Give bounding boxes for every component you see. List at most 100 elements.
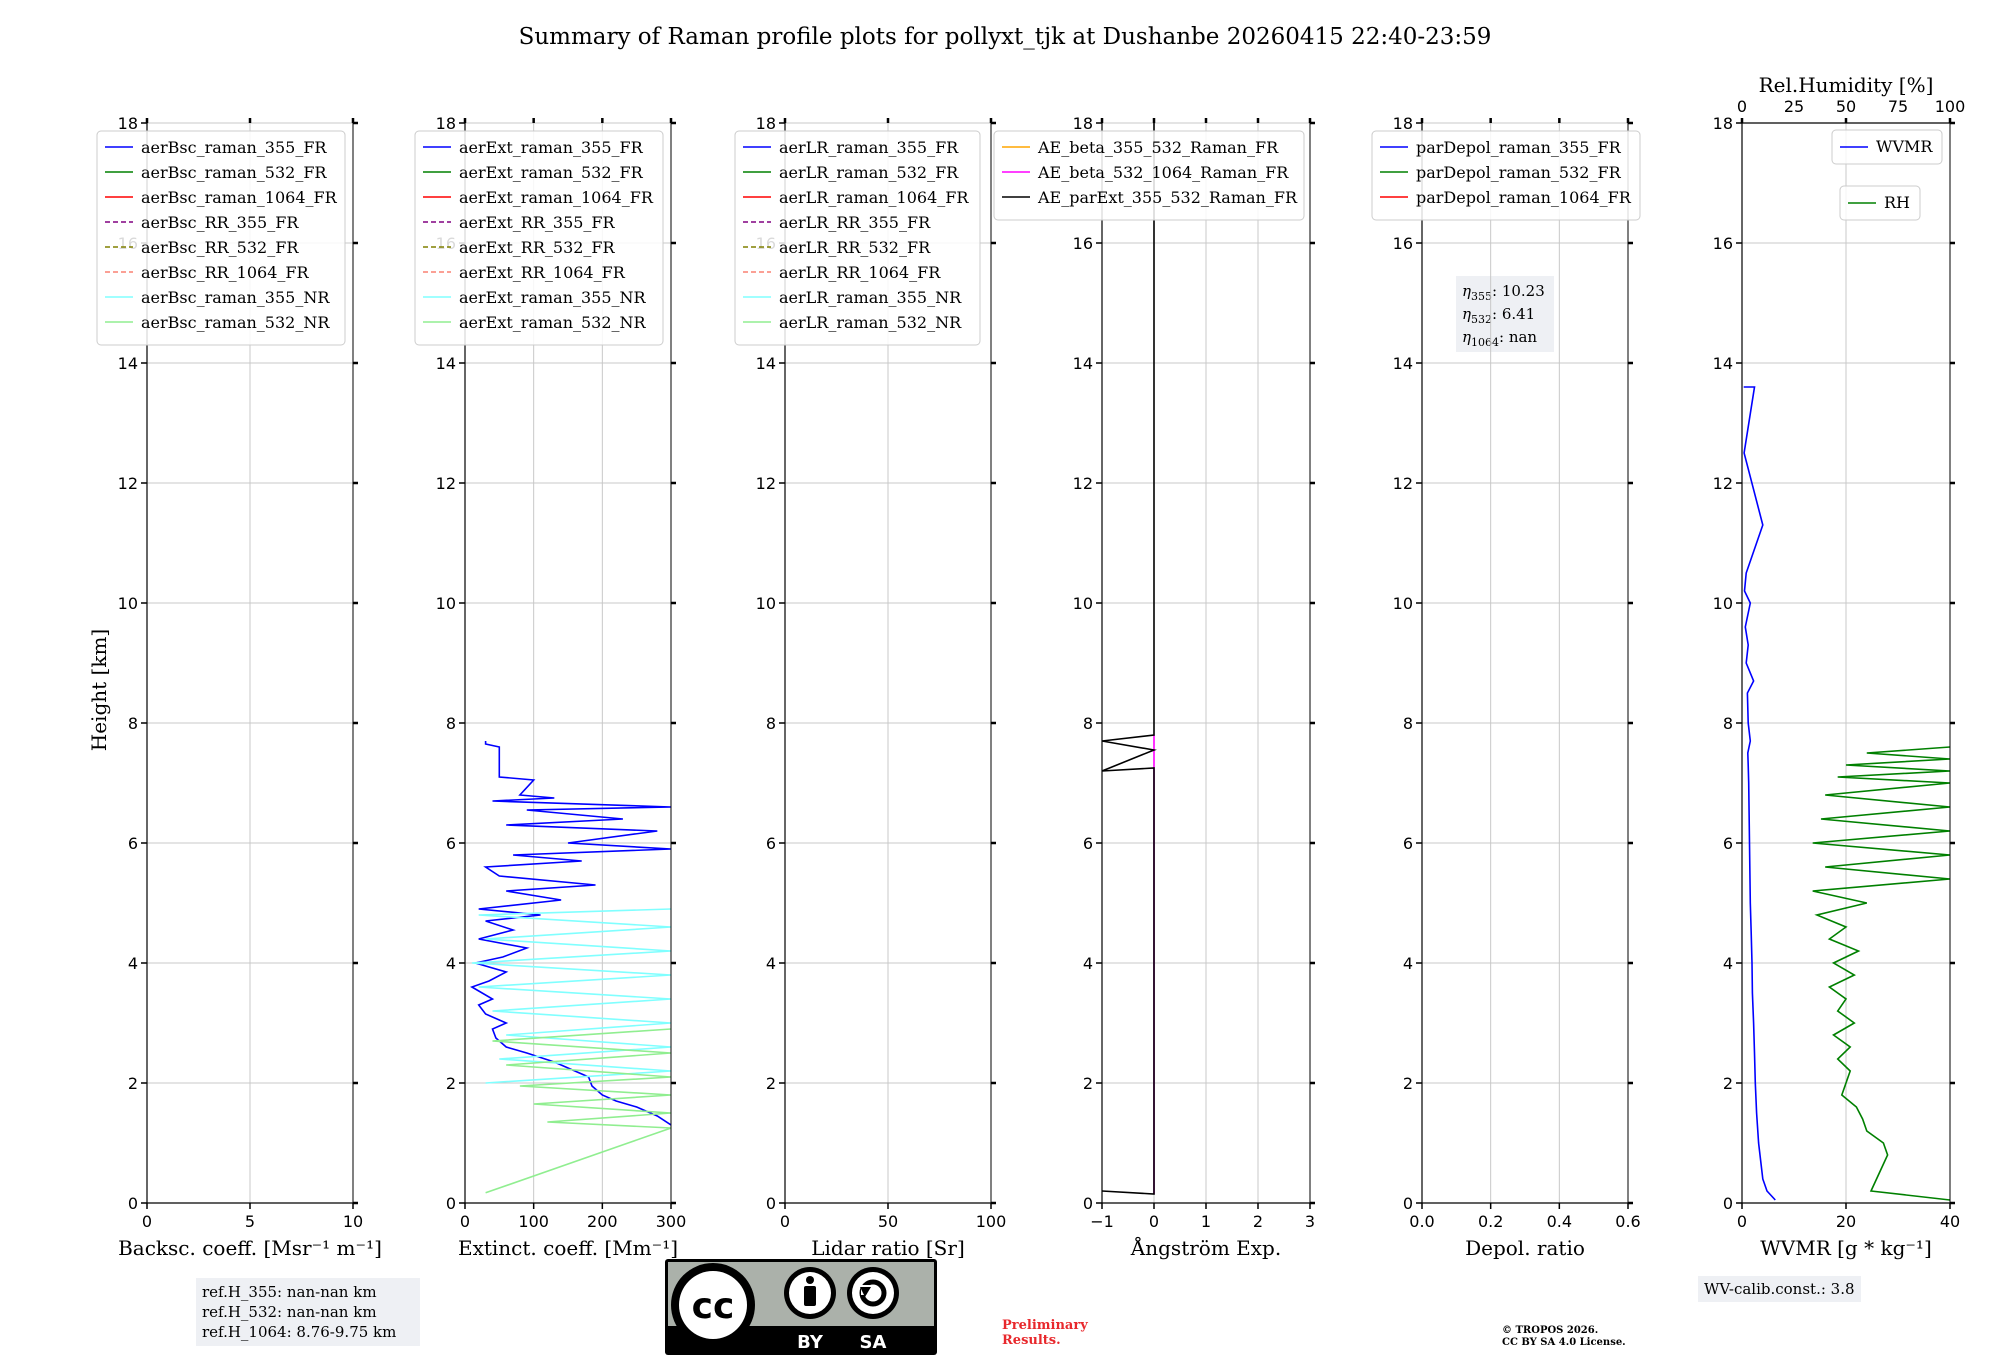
preliminary-line-2: Results. [1002,1333,1061,1348]
y-tick-label: 14 [1073,354,1093,373]
legend-label: parDepol_raman_355_FR [1416,138,1622,157]
y-tick-label: 8 [1723,714,1733,733]
y-tick-label: 6 [1083,834,1093,853]
x-tick-label: 100 [976,1212,1007,1231]
legend-rh: RH [1839,185,1921,221]
legend-wvmr: WVMR [1831,129,1943,165]
y-tick-label: 10 [756,594,776,613]
y-tick-label: 18 [1073,114,1093,133]
y-tick-label: 10 [1393,594,1413,613]
x-tick-label: 0 [142,1212,152,1231]
x2-tick-label: 75 [1888,97,1908,116]
legend-label: aerLR_RR_532_FR [779,238,931,257]
cc-by-label: BY [797,1332,824,1353]
y-tick-label: 14 [1713,354,1733,373]
x2-tick-label: 25 [1784,97,1804,116]
y-tick-label: 18 [756,114,776,133]
y-tick-label: 14 [436,354,456,373]
y-tick-label: 10 [1073,594,1093,613]
legend-frame [993,130,1305,221]
figure-title: Summary of Raman profile plots for polly… [519,24,1492,50]
legend-label: aerLR_raman_532_FR [779,163,959,182]
y-tick-label: 18 [436,114,456,133]
y-tick-label: 4 [128,954,138,973]
legend-label: aerLR_raman_532_NR [779,313,962,332]
y-tick-label: 14 [756,354,776,373]
x-tick-label: 0.0 [1409,1212,1434,1231]
legend-label: aerExt_RR_1064_FR [459,263,626,282]
legend-angstrom: AE_beta_355_532_Raman_FR AE_beta_532_1064… [993,130,1305,221]
wv-calibration-box: WV-calib.const.: 3.8 [1698,1276,1861,1302]
y-tick-label: 6 [1403,834,1413,853]
legend-label: aerBsc_RR_1064_FR [141,263,310,282]
y-tick-label: 10 [118,594,138,613]
y-tick-label: 4 [766,954,776,973]
y-tick-label: 12 [756,474,776,493]
y-tick-label: 16 [1713,234,1733,253]
legend-label: AE_parExt_355_532_Raman_FR [1037,188,1298,207]
y-tick-label: 0 [766,1194,776,1213]
y-tick-label: 10 [436,594,456,613]
legend-depol: parDepol_raman_355_FR parDepol_raman_532_… [1371,130,1641,221]
legend-label: parDepol_raman_532_FR [1416,163,1622,182]
legend-label: aerBsc_raman_355_FR [141,138,327,157]
y-tick-label: 10 [1713,594,1733,613]
x-axis-label: Extinct. coeff. [Mm⁻¹] [458,1236,678,1260]
x2-tick-label: 100 [1935,97,1966,116]
y-tick-label: 14 [118,354,138,373]
series-group [469,741,671,1194]
x-tick-label: 50 [878,1212,898,1231]
ref-h-355: ref.H_355: nan-nan km [202,1283,377,1301]
legend-label: aerBsc_raman_532_NR [141,313,330,332]
series-group [1743,386,1950,1201]
y-tick-label: 6 [766,834,776,853]
x-tick-label: 0 [1737,1212,1747,1231]
legend-frame [1371,130,1641,221]
y-tick-label: 6 [446,834,456,853]
x-tick-label: 40 [1940,1212,1960,1231]
x2-tick-label: 0 [1737,97,1747,116]
x-axis-label: Depol. ratio [1465,1236,1585,1260]
x-tick-label: −1 [1090,1212,1114,1231]
y-tick-label: 2 [446,1074,456,1093]
y-tick-label: 4 [446,954,456,973]
x-axis-label: Lidar ratio [Sr] [811,1236,965,1260]
legend-lidar_ratio: aerLR_raman_355_FR aerLR_raman_532_FR aerL… [734,130,981,346]
eta-1064-label: η1064: nan [1462,328,1537,349]
legend-label: aerBsc_raman_532_FR [141,163,327,182]
reference-height-box: ref.H_355: nan-nan km ref.H_532: nan-nan… [196,1278,420,1346]
legend-label: aerExt_raman_355_NR [459,288,647,307]
y-tick-label: 6 [128,834,138,853]
legend-label: aerLR_RR_355_FR [779,213,931,232]
preliminary-line-1: Preliminary [1002,1318,1088,1333]
y-tick-label: 18 [118,114,138,133]
x-tick-label: 200 [587,1212,618,1231]
x-tick-label: 0 [1149,1212,1159,1231]
y-tick-label: 0 [446,1194,456,1213]
x-tick-label: 0.4 [1547,1212,1572,1231]
copyright-note: © TROPOS 2026. CC BY SA 4.0 License. [1502,1325,1626,1349]
x-tick-label: 0.2 [1478,1212,1503,1231]
series-line-AE_parExt_355_532_Raman_FR [1102,123,1157,1195]
x-axis-label: Backsc. coeff. [Msr⁻¹ m⁻¹] [118,1236,382,1260]
x-tick-label: 2 [1253,1212,1263,1231]
legend-label: aerLR_RR_1064_FR [779,263,941,282]
x-tick-label: 0.6 [1615,1212,1640,1231]
eta-355-label: η355: 10.23 [1462,282,1545,303]
y-tick-label: 0 [1723,1194,1733,1213]
y-tick-label: 12 [1713,474,1733,493]
y-tick-label: 6 [1723,834,1733,853]
x-axis-label: Ångström Exp. [1130,1235,1281,1260]
y-tick-label: 16 [1073,234,1093,253]
eta-annotation-box [1456,276,1554,352]
cc-logo-text: cc [692,1286,735,1327]
eta-532-label: η532: 6.41 [1462,305,1535,326]
x-tick-label: 1 [1201,1212,1211,1231]
series-group [1102,123,1157,1195]
y-tick-label: 2 [128,1074,138,1093]
legend-extinction: aerExt_raman_355_FR aerExt_raman_532_FRae… [414,130,664,346]
copyright-line-2: CC BY SA 4.0 License. [1502,1337,1626,1348]
